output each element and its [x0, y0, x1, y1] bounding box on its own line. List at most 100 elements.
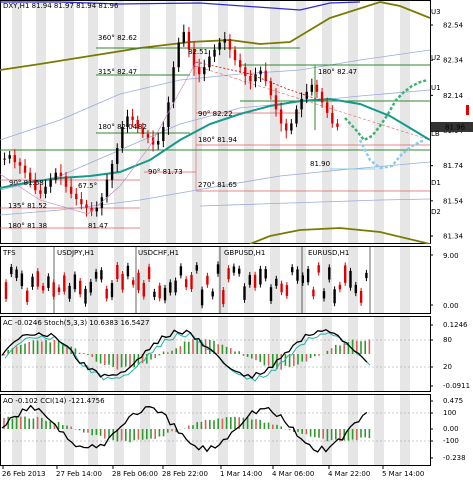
- ac-frame: [0, 316, 431, 392]
- session-band: [296, 316, 306, 392]
- session-band: [12, 0, 22, 244]
- tfs-bar: [179, 266, 183, 276]
- candle-body: [80, 199, 83, 205]
- session-band: [270, 394, 280, 466]
- main-chart-title: DXY,H1 81.94 81.97 81.94 81.96: [3, 2, 119, 10]
- candle-body: [320, 91, 324, 103]
- session-band: [400, 0, 410, 244]
- session-band: [296, 0, 306, 244]
- candle-body: [305, 91, 308, 99]
- ao-axis-label: -100: [443, 437, 459, 445]
- candle-body: [331, 112, 334, 124]
- tfs-pane[interactable]: 9.00 0.00 TFS USDJPY,H1 USDCHF,H1 GBPUSD,…: [0, 246, 473, 314]
- time-axis: 26 Feb 2013 27 Feb 14:00 28 Feb 06:00 28 Fe…: [0, 466, 473, 480]
- candle-body: [69, 186, 73, 194]
- candle-body: [264, 70, 267, 82]
- tfs-bar: [296, 269, 299, 281]
- candle-body: [300, 98, 303, 110]
- ao-cci-chart-svg[interactable]: 0.475 100 0.00 -100 -0.238: [0, 394, 473, 466]
- main-chart-svg[interactable]: 82.5482.3482.1481.9481.7481.5481.3481.96…: [0, 0, 473, 244]
- time-axis-label: 28 Feb 22:00: [162, 470, 208, 478]
- tfs-title: TFS: [3, 249, 16, 257]
- candle-body: [13, 155, 17, 163]
- candle-body: [213, 49, 216, 57]
- tfs-bar: [344, 265, 347, 283]
- tfs-bar: [100, 270, 103, 280]
- candle-body: [3, 158, 6, 160]
- price-axis-label: 81.34: [443, 233, 464, 241]
- tfs-bar: [89, 281, 92, 293]
- tfs-bar: [73, 274, 77, 290]
- level-label: 180° 81.38: [8, 222, 47, 230]
- candle-body: [59, 172, 63, 177]
- candle-body: [172, 67, 175, 103]
- main-plot-frame: [0, 0, 431, 244]
- session-band: [270, 246, 280, 314]
- tfs-sub-usdjpy: USDJPY,H1: [57, 249, 95, 257]
- session-band: [114, 246, 124, 314]
- tfs-bar: [280, 283, 283, 293]
- right-level-label: LB: [431, 130, 440, 138]
- current-price-tag: [431, 121, 473, 132]
- envelope-blue-top: [0, 1, 361, 11]
- ac-stoch-chart-svg[interactable]: 0.1246 80 20 -0.0911: [0, 316, 473, 392]
- channel-lower-1: [0, 161, 431, 216]
- tfs-chart-svg[interactable]: 9.00 0.00: [0, 246, 473, 314]
- ao-cci-pane[interactable]: 0.475 100 0.00 -100 -0.238 AO -0.102 CCI(14)…: [0, 394, 473, 466]
- tfs-bar: [142, 282, 145, 297]
- level-label: 90° 81.73: [148, 168, 183, 176]
- time-axis-label: 28 Feb 06:00: [112, 470, 158, 478]
- session-band: [88, 0, 98, 244]
- tfs-bar: [63, 275, 66, 292]
- current-price-label: 81.96: [445, 123, 466, 131]
- tfs-bar: [41, 285, 45, 291]
- tfs-sub-usdchf: USDCHF,H1: [138, 249, 180, 257]
- tfs-bar: [264, 269, 267, 279]
- cci-line: [1, 404, 368, 453]
- level-label: 180° 82.47: [318, 68, 357, 76]
- session-band: [244, 394, 254, 466]
- tfs-bar: [222, 290, 225, 305]
- tfs-bar: [291, 267, 294, 273]
- candle-body: [259, 70, 262, 75]
- session-band: [114, 316, 124, 392]
- price-mark-label: 81.90: [310, 160, 330, 168]
- session-band: [88, 246, 98, 314]
- tfs-bar: [312, 289, 315, 297]
- stoch-signal-line: [4, 332, 371, 382]
- right-level-label: D2: [431, 208, 441, 216]
- level-label: 180° 82.04: [98, 123, 138, 131]
- session-band: [270, 0, 280, 244]
- right-level-label: U2: [431, 54, 441, 62]
- tfs-bar: [275, 278, 278, 286]
- candle-body: [90, 207, 93, 212]
- ac-axis-label: -0.0911: [443, 382, 470, 390]
- tfs-bar: [4, 282, 8, 299]
- tfs-bar: [328, 267, 331, 280]
- ac-stoch-pane[interactable]: 0.1246 80 20 -0.0911 AC -0.0246 Stoch(5,3,3…: [0, 316, 473, 392]
- right-level-label: U3: [431, 8, 441, 16]
- price-axis-label: 81.74: [443, 162, 464, 170]
- candle-body: [310, 84, 314, 92]
- session-band: [64, 394, 74, 466]
- ac-axis-label: 20: [443, 363, 452, 371]
- candle-body: [95, 207, 98, 212]
- tfs-bar: [269, 287, 273, 302]
- right-level-label: D1: [431, 179, 441, 187]
- ao-frame: [0, 394, 431, 466]
- session-band: [192, 246, 202, 314]
- candle-body: [177, 42, 180, 68]
- candle-body: [325, 102, 329, 113]
- candle-body: [274, 95, 278, 110]
- main-chart-pane[interactable]: 82.5482.3482.1481.9481.7481.5481.3481.96…: [0, 0, 473, 244]
- tfs-bar: [10, 266, 13, 275]
- tfs-bar: [322, 291, 326, 299]
- tfs-bar: [105, 288, 108, 299]
- moving-average-teal: [0, 97, 431, 189]
- gann-fan-red: [195, 65, 431, 141]
- time-axis-label: 4 Mar 22:00: [328, 470, 370, 478]
- projection-blue: [358, 138, 425, 170]
- session-band: [218, 394, 228, 466]
- tfs-bar: [227, 268, 230, 280]
- candle-body: [218, 42, 221, 50]
